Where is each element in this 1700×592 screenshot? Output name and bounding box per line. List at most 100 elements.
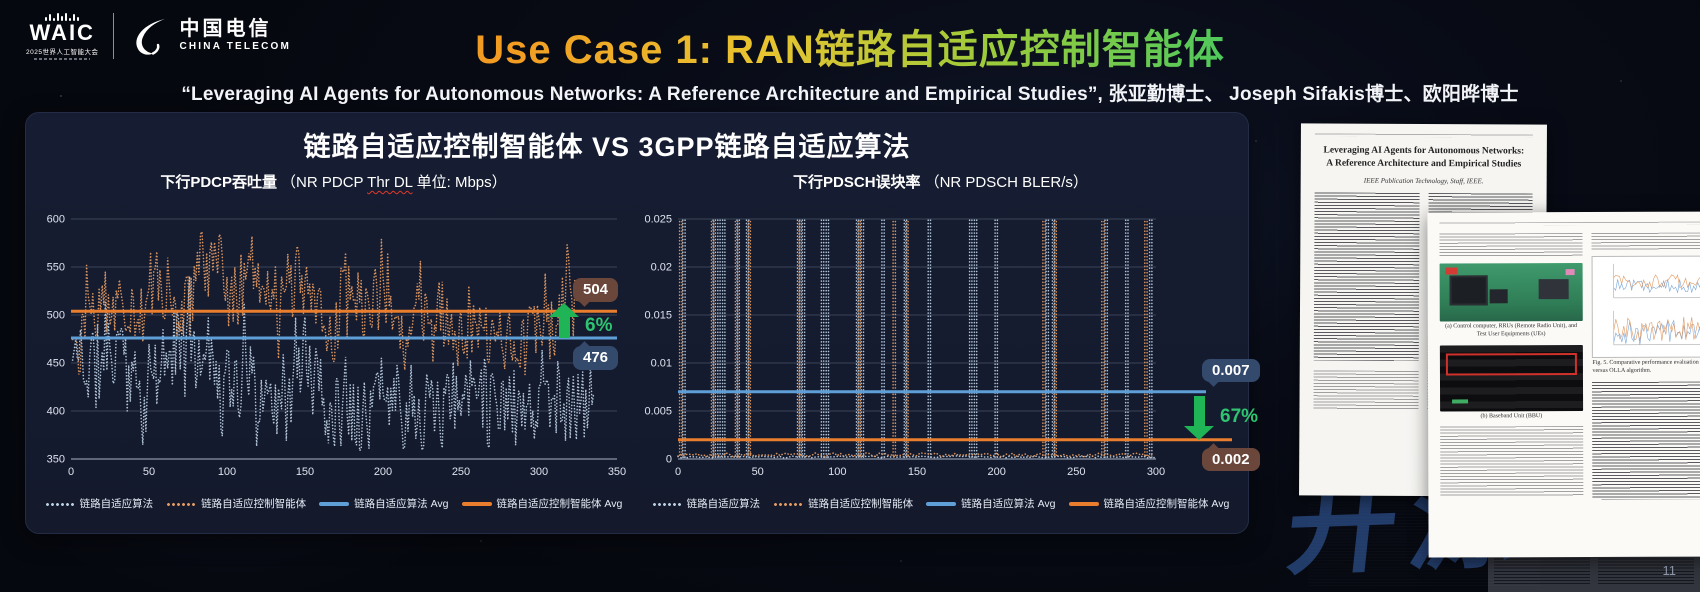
paper-body-text xyxy=(1440,426,1583,497)
legend-item: 链路自适应算法 xyxy=(651,496,760,511)
improvement-percentage: 6% xyxy=(585,314,613,336)
waic-waveform-icon xyxy=(45,12,80,21)
svg-text:0: 0 xyxy=(675,466,681,478)
paper-mini-chart-bler xyxy=(1603,306,1700,351)
svg-text:300: 300 xyxy=(530,466,548,478)
waic-subtitle: 2025世界人工智能大会 xyxy=(26,49,99,56)
baseline-avg-badge: 0.007 xyxy=(1202,358,1260,383)
svg-text:550: 550 xyxy=(47,262,65,274)
legend-label: 链路自适应算法 Avg xyxy=(961,498,1056,510)
paper-columns xyxy=(1313,192,1533,412)
legend-item: 链路自适应算法 Avg xyxy=(319,496,449,511)
china-telecom-cn: 中国电信 xyxy=(179,18,272,41)
svg-text:200: 200 xyxy=(374,466,392,478)
legend-label: 链路自适应控制智能体 Avg xyxy=(1103,498,1230,510)
svg-text:450: 450 xyxy=(47,358,65,370)
svg-text:50: 50 xyxy=(752,466,764,478)
charts-row: 下行PDCP吞吐量 （NR PDCP Thr DL 单位: Mbps） 350 40… xyxy=(33,171,1260,523)
improvement-down-arrow-icon xyxy=(1184,395,1214,440)
legend-label: 链路自适应控制智能体 Avg xyxy=(496,498,623,510)
chart-title-bler: 下行PDSCH误块率 （NR PDSCH BLER/s） xyxy=(793,174,1088,191)
paper-mini-chart-throughput xyxy=(1603,259,1700,304)
chart-title-bold: 下行PDCP吞吐量 xyxy=(160,174,278,191)
svg-text:100: 100 xyxy=(828,466,846,478)
background-stars xyxy=(0,0,2,2)
svg-text:100: 100 xyxy=(218,466,236,478)
paper-body-text xyxy=(1427,192,1533,314)
chart-title-bold: 下行PDSCH误块率 xyxy=(793,174,921,191)
paper-body-text xyxy=(1590,232,1700,251)
waic-subtitle-en xyxy=(34,58,91,60)
paper-abstract-text xyxy=(1313,192,1420,361)
svg-text:0.005: 0.005 xyxy=(644,406,672,418)
paper-byline: IEEE Publication Technology, Staff, IEEE… xyxy=(1363,176,1484,185)
baseline-avg-badge: 476 xyxy=(573,346,619,370)
agent-avg-badge: 0.002 xyxy=(1202,447,1260,472)
solid-line-marker-icon xyxy=(319,501,350,506)
improvement-up-arrow-icon xyxy=(549,303,579,339)
agent-avg-badge: 504 xyxy=(573,278,619,302)
dotted-line-marker-icon xyxy=(773,501,804,506)
watermark-text: 开源 xyxy=(1281,456,1540,589)
svg-text:250: 250 xyxy=(452,466,470,478)
paper-ghost-bottom xyxy=(1488,478,1700,592)
solid-line-marker-icon xyxy=(1068,501,1099,506)
legend-item: 链路自适应控制智能体 Avg xyxy=(1068,496,1230,511)
svg-text:350: 350 xyxy=(47,454,65,466)
svg-text:0.02: 0.02 xyxy=(651,262,672,274)
svg-text:50: 50 xyxy=(143,466,155,478)
solid-line-marker-icon xyxy=(926,501,957,506)
header-logos: WAIC 2025世界人工智能大会 中国电信 CHINA TELECOM xyxy=(26,12,291,60)
svg-text:400: 400 xyxy=(47,406,65,418)
legend-item: 链路自适应控制智能体 xyxy=(166,496,306,511)
legend-item: 链路自适应算法 xyxy=(44,496,154,511)
page-subtitle: “Leveraging AI Agents for Autonomous Net… xyxy=(181,84,1519,105)
svg-text:0: 0 xyxy=(666,454,672,466)
paper-page-1: Leveraging AI Agents for Autonomous Netw… xyxy=(1299,123,1547,497)
paper-journal-header xyxy=(1314,133,1533,138)
svg-text:600: 600 xyxy=(47,214,65,226)
legend-label: 链路自适应算法 xyxy=(79,498,154,510)
page-number: 11 xyxy=(1662,563,1677,578)
paper-caption-b: (b) Baseband Unit (BBU) xyxy=(1480,412,1543,419)
paper-figure-5 xyxy=(1591,255,1700,358)
svg-text:0: 0 xyxy=(68,466,74,478)
paper-caption-a: (a) Control computer, RRUs (Remote Radio… xyxy=(1445,323,1578,338)
solid-line-marker-icon xyxy=(461,501,492,506)
legend-item: 链路自适应控制智能体 xyxy=(773,496,913,511)
china-telecom-swoosh-icon xyxy=(136,19,166,55)
chart-plot-pdcp: 350 400 450 500 550 600 0 50 100 150 200 250 300 350 xyxy=(47,214,627,479)
paper-page-2: (a) Control computer, RRUs (Remote Radio… xyxy=(1427,211,1700,558)
chart-plot-bler: 0 0.005 0.01 0.015 0.02 0.025 0 50 100 150 200 250 3… xyxy=(644,214,1232,478)
svg-text:300: 300 xyxy=(1147,466,1165,478)
svg-text:200: 200 xyxy=(988,466,1006,478)
svg-text:250: 250 xyxy=(1067,466,1085,478)
paper-footnote-text xyxy=(1313,370,1419,411)
paper-journal-header xyxy=(1439,221,1700,226)
legend-label: 链路自适应算法 Avg xyxy=(354,498,449,510)
chart-pdcp-throughput: 下行PDCP吞吐量 （NR PDCP Thr DL 单位: Mbps） 350 40… xyxy=(33,171,634,523)
logo-divider xyxy=(113,13,115,59)
page-title: Use Case 1: RAN链路自适应控制智能体 xyxy=(0,17,1700,75)
dotted-line-marker-icon xyxy=(651,501,682,506)
legend-item: 链路自适应控制智能体 Avg xyxy=(461,496,623,511)
paper-body-text xyxy=(1426,320,1532,412)
chart-title-pdcp: 下行PDCP吞吐量 （NR PDCP Thr DL 单位: Mbps） xyxy=(160,174,507,191)
svg-text:150: 150 xyxy=(908,466,926,478)
svg-text:500: 500 xyxy=(47,310,65,322)
improvement-percentage: 67% xyxy=(1220,405,1259,427)
paper-figure-caption: Fig. 5. Comparative performance evaluati… xyxy=(1592,359,1700,374)
china-telecom-logo: 中国电信 CHINA TELECOM xyxy=(129,15,291,57)
paper-ghost-reflection xyxy=(1308,502,1540,586)
dotted-line-marker-icon xyxy=(166,501,197,506)
legend-label: 链路自适应控制智能体 xyxy=(808,498,914,510)
waic-logo: WAIC 2025世界人工智能大会 xyxy=(26,12,98,60)
svg-text:0.025: 0.025 xyxy=(644,214,672,226)
svg-text:0.015: 0.015 xyxy=(644,310,672,322)
legend-item: 链路自适应算法 Avg xyxy=(926,496,1056,511)
waic-wordmark: WAIC xyxy=(29,20,95,45)
panel-title: 链路自适应控制智能体 VS 3GPP链路自适应算法 xyxy=(303,132,911,162)
svg-text:0.01: 0.01 xyxy=(651,358,672,370)
svg-text:150: 150 xyxy=(296,466,314,478)
